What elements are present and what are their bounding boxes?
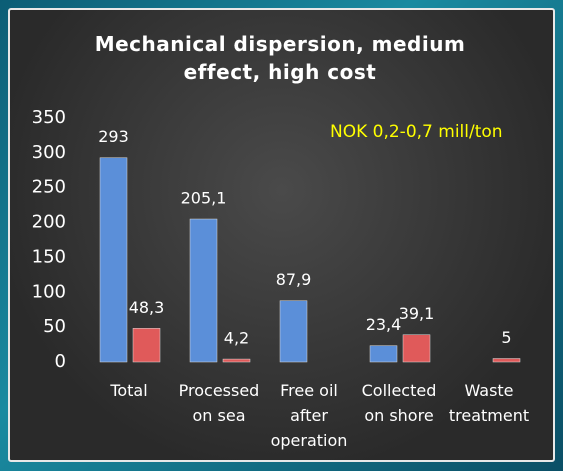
annotation: NOK 0,2-0,7 mill/ton (330, 122, 503, 142)
y-tick-label: 50 (43, 316, 66, 337)
bar (402, 334, 431, 363)
bar (492, 358, 521, 363)
data-label: 23,4 (366, 315, 402, 334)
y-tick-label: 250 (32, 177, 66, 198)
x-tick-label: Waste treatment (448, 381, 530, 425)
x-tick-label: Collected on shore (361, 381, 437, 425)
bar (279, 300, 308, 363)
data-label: 39,1 (399, 304, 435, 323)
bar (222, 358, 251, 363)
chart-title: Mechanical dispersion, medium effect, hi… (94, 32, 466, 84)
data-label: 5 (501, 328, 511, 347)
bar (132, 328, 161, 363)
y-tick-label: 350 (32, 107, 66, 128)
data-label: 205,1 (181, 189, 227, 208)
data-label: 48,3 (129, 298, 165, 317)
x-tick-label: Free oil after operation (270, 381, 348, 450)
y-tick-label: 300 (32, 142, 66, 163)
chart-panel (8, 8, 555, 462)
bar (189, 218, 218, 363)
data-label: 4,2 (224, 329, 249, 348)
y-tick-label: 100 (32, 281, 66, 302)
x-tick-label: Processed on sea (178, 381, 260, 425)
data-label: 293 (98, 127, 129, 146)
bar (369, 345, 398, 363)
data-label: 87,9 (276, 270, 312, 289)
y-tick-label: 0 (55, 351, 66, 372)
y-tick-label: 200 (32, 212, 66, 233)
x-tick-label: Total (110, 381, 148, 400)
y-tick-label: 150 (32, 246, 66, 267)
bar (99, 157, 128, 363)
